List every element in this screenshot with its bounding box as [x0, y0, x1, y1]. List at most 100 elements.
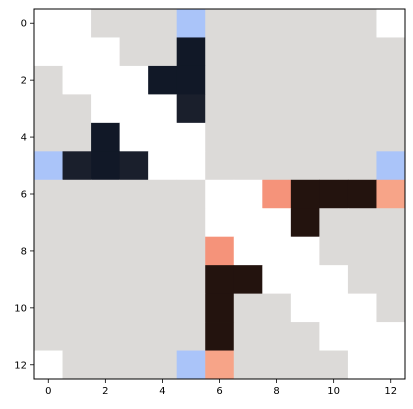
heatmap-cell-r4-c11 [347, 122, 377, 152]
heatmap-cell-r6-c6 [205, 179, 235, 209]
heatmap-cell-r6-c9 [290, 179, 320, 209]
heatmap-cell-r7-c3 [119, 208, 149, 238]
heatmap-cell-r9-c2 [91, 265, 121, 295]
heatmap-cell-r12-c0 [34, 350, 63, 380]
heatmap-cell-r9-c6 [205, 265, 235, 295]
heatmap-cell-r12-c1 [62, 350, 92, 380]
heatmap-cell-r12-c2 [91, 350, 121, 380]
heatmap-cell-r9-c3 [119, 265, 149, 295]
x-tick-label: 12 [384, 386, 397, 397]
heatmap-cell-r4-c10 [319, 122, 349, 152]
heatmap-cell-r12-c12 [376, 350, 406, 380]
heatmap-cell-r1-c11 [347, 37, 377, 67]
heatmap-cell-r11-c11 [347, 322, 377, 351]
heatmap-cell-r4-c1 [62, 122, 92, 152]
heatmap-cell-r1-c10 [319, 37, 349, 67]
heatmap-cell-r2-c11 [347, 65, 377, 95]
heatmap-cell-r0-c10 [319, 9, 349, 38]
heatmap-cell-r8-c12 [376, 236, 406, 266]
heatmap-cell-r8-c10 [319, 236, 349, 266]
heatmap-cell-r6-c11 [347, 179, 377, 209]
heatmap-cell-r0-c0 [34, 9, 63, 38]
heatmap-cell-r2-c10 [319, 65, 349, 95]
heatmap-cell-r4-c5 [176, 122, 206, 152]
heatmap-cell-r3-c10 [319, 94, 349, 124]
heatmap-cell-r5-c6 [205, 151, 235, 181]
heatmap-cell-r10-c1 [62, 293, 92, 323]
heatmap-cell-r0-c9 [290, 9, 320, 38]
heatmap-cell-r10-c4 [148, 293, 178, 323]
heatmap-cell-r5-c1 [62, 151, 92, 181]
heatmap-cell-r9-c9 [290, 265, 320, 295]
heatmap-cell-r5-c9 [290, 151, 320, 181]
heatmap-cell-r11-c4 [148, 322, 178, 351]
heatmap-cell-r8-c8 [262, 236, 292, 266]
heatmap-cell-r7-c11 [347, 208, 377, 238]
heatmap-cell-r5-c5 [176, 151, 206, 181]
x-tick-label: 8 [273, 386, 279, 397]
heatmap-cell-r6-c3 [119, 179, 149, 209]
heatmap-cell-r4-c0 [34, 122, 63, 152]
heatmap-cell-r4-c12 [376, 122, 406, 152]
heatmap-cell-r2-c1 [62, 65, 92, 95]
heatmap-cell-r5-c10 [319, 151, 349, 181]
heatmap-cell-r4-c3 [119, 122, 149, 152]
heatmap-cell-r0-c2 [91, 9, 121, 38]
heatmap-cell-r2-c9 [290, 65, 320, 95]
y-axis: 0 2 4 6 8 10 12 [14, 19, 34, 371]
heatmap-cell-r1-c5 [176, 37, 206, 67]
heatmap-cell-r6-c8 [262, 179, 292, 209]
y-tick-label: 10 [14, 303, 27, 314]
heatmap-cell-r6-c2 [91, 179, 121, 209]
heatmap-cell-r7-c10 [319, 208, 349, 238]
heatmap-cell-r6-c12 [376, 179, 406, 209]
y-tick-label: 12 [14, 360, 27, 371]
y-tick-label: 2 [21, 76, 27, 87]
heatmap-cell-r7-c0 [34, 208, 63, 238]
heatmap-cell-r10-c11 [347, 293, 377, 323]
heatmap-cell-r6-c7 [233, 179, 263, 209]
heatmap-cell-r0-c6 [205, 9, 235, 38]
heatmap-cell-r5-c4 [148, 151, 178, 181]
heatmap-cell-r8-c9 [290, 236, 320, 266]
heatmap-cell-r0-c8 [262, 9, 292, 38]
heatmap-cell-r1-c7 [233, 37, 263, 67]
heatmap-cell-r11-c3 [119, 322, 149, 351]
heatmap-cell-r3-c3 [119, 94, 149, 124]
heatmap-cell-r11-c6 [205, 322, 235, 351]
heatmap-cells [34, 9, 406, 380]
heatmap-cell-r5-c7 [233, 151, 263, 181]
heatmap-cell-r8-c0 [34, 236, 63, 266]
heatmap-cell-r11-c9 [290, 322, 320, 351]
heatmap-cell-r11-c5 [176, 322, 206, 351]
heatmap-cell-r6-c10 [319, 179, 349, 209]
heatmap-cell-r2-c12 [376, 65, 406, 95]
heatmap-cell-r0-c5 [176, 9, 206, 38]
heatmap-cell-r3-c0 [34, 94, 63, 124]
heatmap-cell-r1-c8 [262, 37, 292, 67]
heatmap-cell-r7-c4 [148, 208, 178, 238]
y-tick-label: 0 [21, 19, 27, 30]
heatmap-cell-r5-c11 [347, 151, 377, 181]
heatmap-cell-r10-c10 [319, 293, 349, 323]
heatmap-cell-r2-c8 [262, 65, 292, 95]
heatmap-cell-r11-c10 [319, 322, 349, 351]
heatmap-cell-r11-c2 [91, 322, 121, 351]
heatmap-cell-r12-c8 [262, 350, 292, 380]
heatmap-cell-r3-c6 [205, 94, 235, 124]
heatmap-cell-r7-c9 [290, 208, 320, 238]
heatmap-cell-r11-c8 [262, 322, 292, 351]
heatmap-cell-r1-c3 [119, 37, 149, 67]
heatmap-cell-r9-c1 [62, 265, 92, 295]
heatmap-cell-r5-c0 [34, 151, 63, 181]
heatmap-cell-r1-c9 [290, 37, 320, 67]
x-tick-label: 4 [159, 386, 165, 397]
heatmap-cell-r2-c7 [233, 65, 263, 95]
heatmap-cell-r10-c5 [176, 293, 206, 323]
heatmap-cell-r10-c0 [34, 293, 63, 323]
heatmap-cell-r0-c3 [119, 9, 149, 38]
heatmap-cell-r8-c6 [205, 236, 235, 266]
heatmap-cell-r12-c4 [148, 350, 178, 380]
x-tick-label: 0 [45, 386, 51, 397]
